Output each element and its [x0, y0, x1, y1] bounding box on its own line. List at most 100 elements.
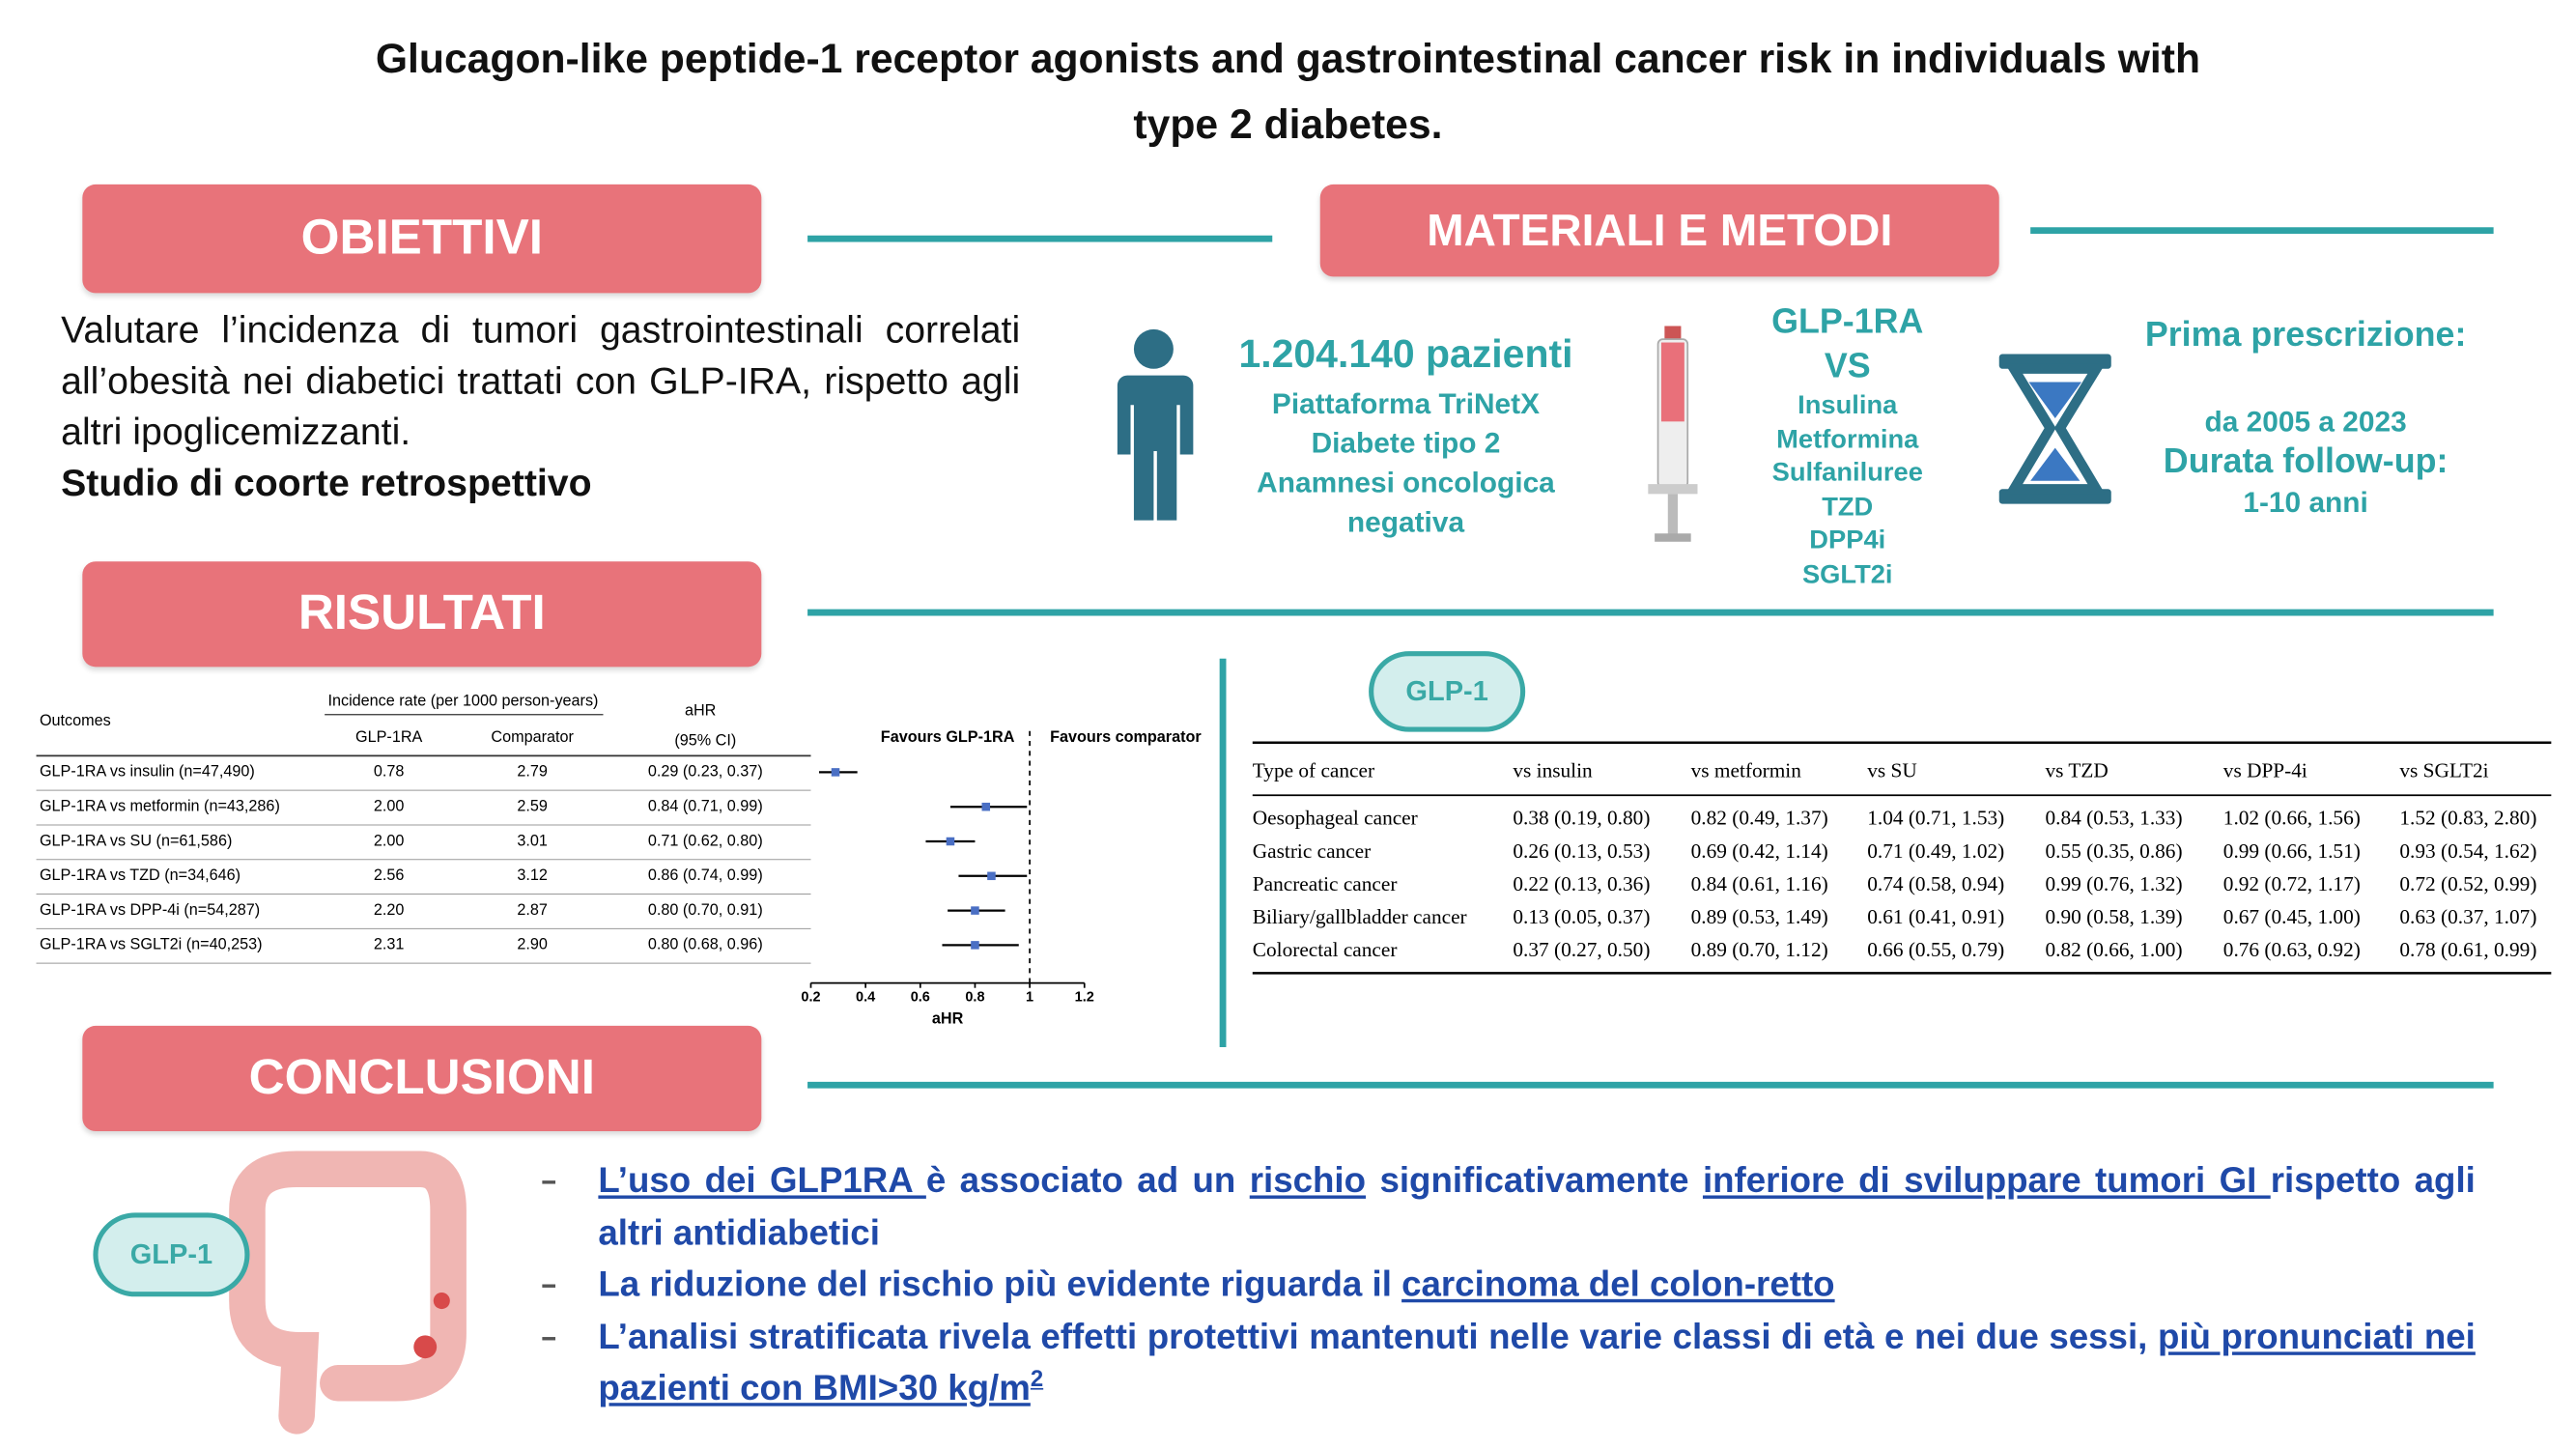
cancer-type-table: Type of cancer vs insulin vs metformin vs S… [1253, 741, 2552, 975]
x-tick-label: 0.4 [856, 990, 875, 1006]
conclusion-text: L’analisi stratificata rivela effetti pr… [598, 1316, 2158, 1356]
comparator: Insulina [1798, 391, 1898, 420]
table-header: vs DPP-4i [2223, 758, 2307, 781]
table-cell: GLP-1RA vs TZD (n=34,646) [40, 867, 241, 884]
conclusions-list: L’uso dei GLP1RA è associato ad un risch… [536, 1156, 2476, 1415]
x-tick-label: 0.6 [911, 990, 930, 1006]
x-axis-label: aHR [932, 1009, 964, 1027]
table-cell: 0.78 [374, 763, 405, 781]
table-cell: GLP-1RA vs SU (n=61,586) [40, 832, 232, 849]
table-cell: 2.00 [374, 797, 405, 814]
table-cell: 0.63 (0.37, 1.07) [2399, 905, 2536, 928]
conclusion-item: L’analisi stratificata rivela effetti pr… [536, 1312, 2476, 1415]
table-cell: Gastric cancer [1253, 839, 1371, 863]
population-item: Piattaforma TriNetX [1271, 386, 1541, 420]
comparator: TZD [1822, 493, 1874, 522]
table-cell: 0.93 (0.54, 1.62) [2399, 839, 2536, 863]
table-header: vs insulin [1513, 758, 1593, 781]
table-cell: 0.99 (0.66, 1.51) [2223, 839, 2361, 863]
table-cell: GLP-1RA vs metformin (n=43,286) [40, 797, 280, 814]
value-label: 0.80 (0.70, 0.91) [648, 901, 763, 919]
bullet-dash [542, 1180, 556, 1184]
table-cell: 2.87 [517, 901, 548, 919]
conclusion-text: significativamente [1366, 1160, 1703, 1201]
table-header: vs TZD [2046, 758, 2109, 781]
table-cell: 0.26 (0.13, 0.53) [1513, 839, 1650, 863]
population-item: Diabete tipo 2 [1311, 426, 1501, 460]
badge-shape [1369, 651, 1526, 732]
table-cell: 1.04 (0.71, 1.53) [1867, 807, 2004, 830]
comparator: DPP4i [1809, 527, 1886, 556]
estimate [831, 768, 840, 777]
timing-item: Durata follow-up: [2163, 442, 2449, 481]
timing-item: 1-10 anni [2243, 485, 2368, 519]
table-cell: 2.31 [374, 936, 405, 953]
table-cell: GLP-1RA vs insulin (n=47,490) [40, 763, 255, 781]
comparator: Metformina [1776, 425, 1919, 454]
population: Piattaforma TriNetX Diabete tipo 2 Anamnes… [1208, 384, 1604, 542]
badge-shape [93, 1212, 250, 1297]
value-label: 0.29 (0.23, 0.37) [648, 763, 763, 781]
x-tick-label: 1.2 [1075, 990, 1094, 1006]
table-cell: 0.84 (0.61, 1.16) [1691, 872, 1828, 895]
table-cell: 0.67 (0.45, 1.00) [2223, 905, 2361, 928]
comparators: Insulina Metformina Sulfaniluree TZD DPP4i SG… [1732, 390, 1963, 594]
favours-label: Favours comparator [1050, 728, 1202, 746]
table-cell: 0.90 (0.58, 1.39) [2046, 905, 2183, 928]
table-cell: Biliary/gallbladder cancer [1253, 905, 1467, 928]
table-cell: 0.61 (0.41, 0.91) [1867, 905, 2004, 928]
title: type 2 diabetes. [1133, 101, 1443, 149]
table-cell: 0.89 (0.53, 1.49) [1691, 905, 1828, 928]
table-cell: GLP-1RA vs DPP-4i (n=54,287) [40, 901, 260, 919]
table-cell: 2.56 [374, 867, 405, 884]
table-cell: 2.90 [517, 936, 548, 953]
estimate [981, 802, 991, 811]
table-cell: 0.82 (0.49, 1.37) [1691, 807, 1828, 830]
table-cell: 0.37 (0.27, 0.50) [1513, 938, 1650, 961]
table-cell: 0.22 (0.13, 0.36) [1513, 872, 1650, 895]
table-cell: 1.02 (0.66, 1.56) [2223, 807, 2361, 830]
conclusion-text: 2 [1030, 1364, 1044, 1392]
table-cell: 0.66 (0.55, 0.79) [1867, 938, 2004, 961]
estimate [946, 837, 955, 846]
table-header: (95% CI) [674, 731, 736, 749]
table-cell: 2.79 [517, 763, 548, 781]
table-cell: Pancreatic cancer [1253, 872, 1398, 895]
population-item: Anamnesi oncologica negativa [1257, 466, 1555, 539]
table-header: vs SGLT2i [2399, 758, 2488, 781]
colon-illustration [229, 1151, 467, 1435]
section-heading: CONCLUSIONI [82, 1025, 762, 1131]
table-header: vs SU [1867, 758, 1917, 781]
patients: 1.204.140 pazienti [1238, 332, 1573, 378]
conclusion-text: rispetto agli altri antidiabetici [598, 1160, 2476, 1253]
conclusion-text: rischio [1249, 1160, 1367, 1201]
conclusion-text: carcinoma del colon-retto [1401, 1264, 1835, 1304]
table-cell: 3.12 [517, 867, 548, 884]
drug: GLP-1RA [1771, 302, 1924, 341]
x-tick-label: 0.2 [801, 990, 820, 1006]
table-cell: 0.74 (0.58, 0.94) [1867, 872, 2004, 895]
title: Glucagon-like peptide-1 receptor agonist… [375, 36, 2201, 83]
table-cell: 0.72 (0.52, 0.99) [2399, 872, 2536, 895]
table-cell: 0.13 (0.05, 0.37) [1513, 905, 1650, 928]
section-heading: OBIETTIVI [82, 184, 762, 294]
table-cell: 0.89 (0.70, 1.12) [1691, 938, 1828, 961]
conclusion-text: più pronunciati nei pazienti con BMI>30 … [598, 1316, 2476, 1408]
table-cell: 0.84 (0.53, 1.33) [2046, 807, 2183, 830]
table-cell: 0.71 (0.49, 1.02) [1867, 839, 2004, 863]
value-label: 0.84 (0.71, 0.99) [648, 797, 763, 814]
table-cell: 2.59 [517, 797, 548, 814]
conclusion-text: inferiore di sviluppare tumori GI [1702, 1160, 2271, 1201]
table-cell: 3.01 [517, 832, 548, 849]
table-header: GLP-1RA [355, 728, 423, 746]
incidence-table: Incidence rate (per 1000 person-years) Ou… [36, 692, 811, 964]
comparator: Sulfaniluree [1771, 459, 1923, 488]
estimate [987, 871, 996, 881]
table-cell: 0.76 (0.63, 0.92) [2223, 938, 2361, 961]
table-cell: GLP-1RA vs SGLT2i (n=40,253) [40, 936, 263, 953]
table-header: Type of cancer [1253, 758, 1374, 781]
table-header: aHR [685, 702, 716, 720]
conclusion-text: La riduzione del rischio più evidente ri… [598, 1264, 1402, 1304]
table-cell: 0.38 (0.19, 0.80) [1513, 807, 1650, 830]
